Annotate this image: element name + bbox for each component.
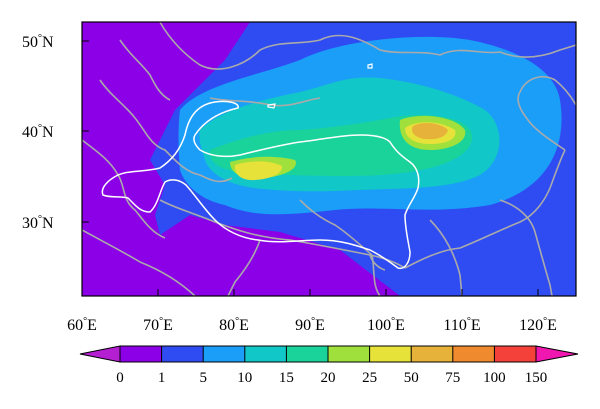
colorbar-bin — [244, 346, 287, 362]
degree-symbol: ° — [38, 33, 42, 44]
lon-hemi: E — [163, 317, 173, 334]
colorbar-label: 20 — [321, 370, 336, 386]
degree-symbol: ° — [159, 316, 163, 327]
plateau-outline — [267, 103, 276, 109]
lon-label-90: 90°E — [295, 316, 325, 334]
lon-label-70: 70°E — [143, 316, 173, 334]
lat-hemi: N — [42, 34, 54, 51]
border-line — [299, 199, 373, 256]
lon-hemi: E — [87, 317, 97, 334]
colorbar-label: 1 — [158, 370, 166, 386]
colorbar-bin — [369, 346, 412, 362]
border-line — [429, 219, 463, 296]
lon-hemi: E — [315, 317, 325, 334]
colorbar-labels: 0 1 5 10 15 20 25 50 75 100 150 — [116, 370, 547, 386]
degree-symbol: ° — [543, 316, 547, 327]
lat-deg: 50 — [22, 34, 38, 51]
lat-axis: 50°N 40°N 30°N — [22, 33, 89, 232]
degree-symbol: ° — [391, 316, 395, 327]
colorbar-bin — [161, 346, 204, 362]
colorbar-bin — [328, 346, 370, 362]
border-line — [82, 229, 196, 296]
colorbar-bin — [411, 346, 453, 362]
colorbar-label: 5 — [199, 370, 207, 386]
field-50-75 — [412, 122, 448, 140]
border-line — [499, 199, 553, 296]
lat-deg: 40 — [22, 124, 38, 141]
colorbar-label: 10 — [237, 370, 252, 386]
lon-hemi: E — [471, 317, 481, 334]
border-line — [159, 22, 576, 70]
colorbar-label: 75 — [445, 370, 460, 386]
lat-hemi: N — [42, 215, 54, 232]
colorbar-left-triangle — [80, 346, 120, 362]
degree-symbol: ° — [38, 214, 42, 225]
lon-deg: 90 — [295, 317, 311, 334]
colorbar: 0 1 5 10 15 20 25 50 75 100 150 — [79, 345, 579, 386]
degree-symbol: ° — [467, 316, 471, 327]
colorbar-bin — [286, 346, 328, 362]
lon-deg: 120 — [519, 317, 543, 334]
lon-label-100: 100°E — [367, 316, 405, 334]
lat-label-50: 50°N — [22, 33, 54, 51]
plateau-outline — [101, 100, 420, 270]
degree-symbol: ° — [38, 123, 42, 134]
colorbar-bin — [494, 346, 536, 362]
colorbar-label: 0 — [116, 370, 124, 386]
border-line — [371, 254, 381, 296]
border-line — [517, 76, 576, 151]
lon-hemi: E — [395, 317, 405, 334]
border-line — [82, 139, 166, 239]
plateau-outline — [367, 63, 373, 69]
colorbar-label: 50 — [404, 370, 419, 386]
lon-label-120: 120°E — [519, 316, 557, 334]
colorbar-label: 25 — [362, 370, 377, 386]
lon-deg: 100 — [367, 317, 391, 334]
colorbar-bin — [452, 346, 495, 362]
border-line — [227, 239, 261, 296]
degree-symbol: ° — [311, 316, 315, 327]
lon-label-80: 80°E — [219, 316, 249, 334]
map-frame — [81, 21, 577, 297]
lon-hemi: E — [547, 317, 557, 334]
colorbar-label: 15 — [279, 370, 294, 386]
border-line — [159, 199, 406, 269]
lat-label-30: 30°N — [22, 214, 54, 232]
lat-label-40: 40°N — [22, 123, 54, 141]
lon-hemi: E — [239, 317, 249, 334]
border-line — [119, 39, 171, 101]
border-line — [404, 149, 566, 269]
lat-hemi: N — [42, 124, 54, 141]
lon-deg: 60 — [67, 317, 83, 334]
degree-symbol: ° — [83, 316, 87, 327]
lon-deg: 80 — [219, 317, 235, 334]
field-25-50 — [234, 161, 283, 181]
colorbar-bin — [120, 346, 162, 362]
degree-symbol: ° — [235, 316, 239, 327]
colorbar-label: 150 — [525, 370, 548, 386]
lon-label-110: 110°E — [443, 316, 480, 334]
colorbar-dividers — [119, 346, 537, 362]
lon-deg: 110 — [443, 317, 466, 334]
colorbar-label: 100 — [483, 370, 506, 386]
border-line — [99, 79, 233, 183]
lon-deg: 70 — [143, 317, 159, 334]
lon-axis: 60°E 70°E 80°E 90°E 100°E 110°E 120°E — [67, 289, 557, 334]
border-line — [369, 254, 386, 271]
colorbar-bin — [203, 346, 245, 362]
lon-label-60: 60°E — [67, 316, 97, 334]
map-panel — [82, 22, 576, 296]
colorbar-right-triangle — [536, 346, 578, 362]
lat-deg: 30 — [22, 215, 38, 232]
